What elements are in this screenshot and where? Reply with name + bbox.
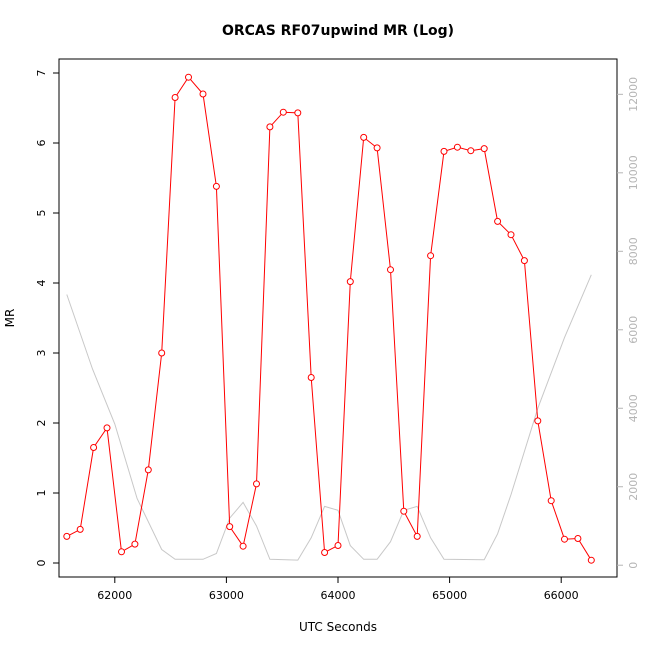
altitude-line [66,274,592,561]
mr-point [226,523,234,531]
mr-point [373,144,381,152]
mr-point [400,507,408,515]
mr-point [90,444,98,451]
bottom-axis: 62000 63000 64000 65000 66000 [97,577,579,602]
y2-tick-label: 8000 [627,237,640,265]
mr-point [158,349,166,357]
left-axis: 0 1 2 3 4 5 6 7 [35,70,59,567]
y-tick-label: 3 [35,350,48,357]
mr-point [587,556,595,564]
y-tick-label: 6 [35,140,48,147]
mr-point [507,231,515,239]
mr-point [346,278,354,286]
y2-tick-label: 10000 [627,155,640,190]
y2-tick-label: 4000 [627,394,640,422]
mr-point [360,133,368,141]
y-tick-label: 2 [35,420,48,427]
mr-point [103,424,111,432]
y2-tick-label: 6000 [627,316,640,344]
mr-point [561,535,568,543]
mr-point [253,480,260,488]
mr-point [520,257,528,265]
mr-point [494,217,502,225]
mr-point [266,123,274,131]
y2-tick-label: 0 [627,562,640,569]
y-tick-label: 4 [35,280,48,287]
y2-tick-label: 2000 [627,473,640,501]
mr-point [294,109,302,117]
chart-title: ORCAS RF07upwind MR (Log) [222,23,454,39]
x-tick-label: 63000 [209,589,244,602]
mr-point [131,540,139,548]
x-tick-label: 64000 [321,589,356,602]
mr-point [239,542,247,550]
y-tick-label: 7 [35,70,48,77]
series-layer [63,73,595,564]
mr-point [467,147,475,155]
mr-point [547,497,555,505]
y-axis-label: MR [3,309,17,328]
mr-point [427,252,435,260]
mr-point [279,108,287,116]
y-tick-label: 5 [35,210,48,217]
y2-tick-label: 12000 [627,77,640,112]
mr-point [171,94,179,101]
mr-point [185,73,192,81]
mr-point [534,417,542,425]
y-tick-label: 0 [35,560,48,567]
x-tick-label: 65000 [432,589,467,602]
mr-point [63,532,71,540]
mr-point [574,535,582,542]
mr-point [321,549,329,556]
mr-point [212,182,220,190]
mr-point [387,266,394,274]
y-tick-label: 1 [35,490,48,497]
mr-point [76,525,84,533]
mr-point [440,147,448,155]
right-axis: 0 2000 4000 6000 8000 10000 12000 [617,77,640,569]
mr-point [413,532,421,540]
mr-point [480,145,488,153]
x-tick-label: 66000 [544,589,579,602]
mr-point [144,466,152,474]
mr-point [118,548,125,556]
mr-point [307,374,315,381]
mr-point [199,90,207,98]
mr-point [334,542,342,549]
mr-line [66,76,592,561]
x-tick-label: 62000 [97,589,132,602]
x-axis-label: UTC Seconds [299,620,377,634]
mr-point [453,143,461,151]
